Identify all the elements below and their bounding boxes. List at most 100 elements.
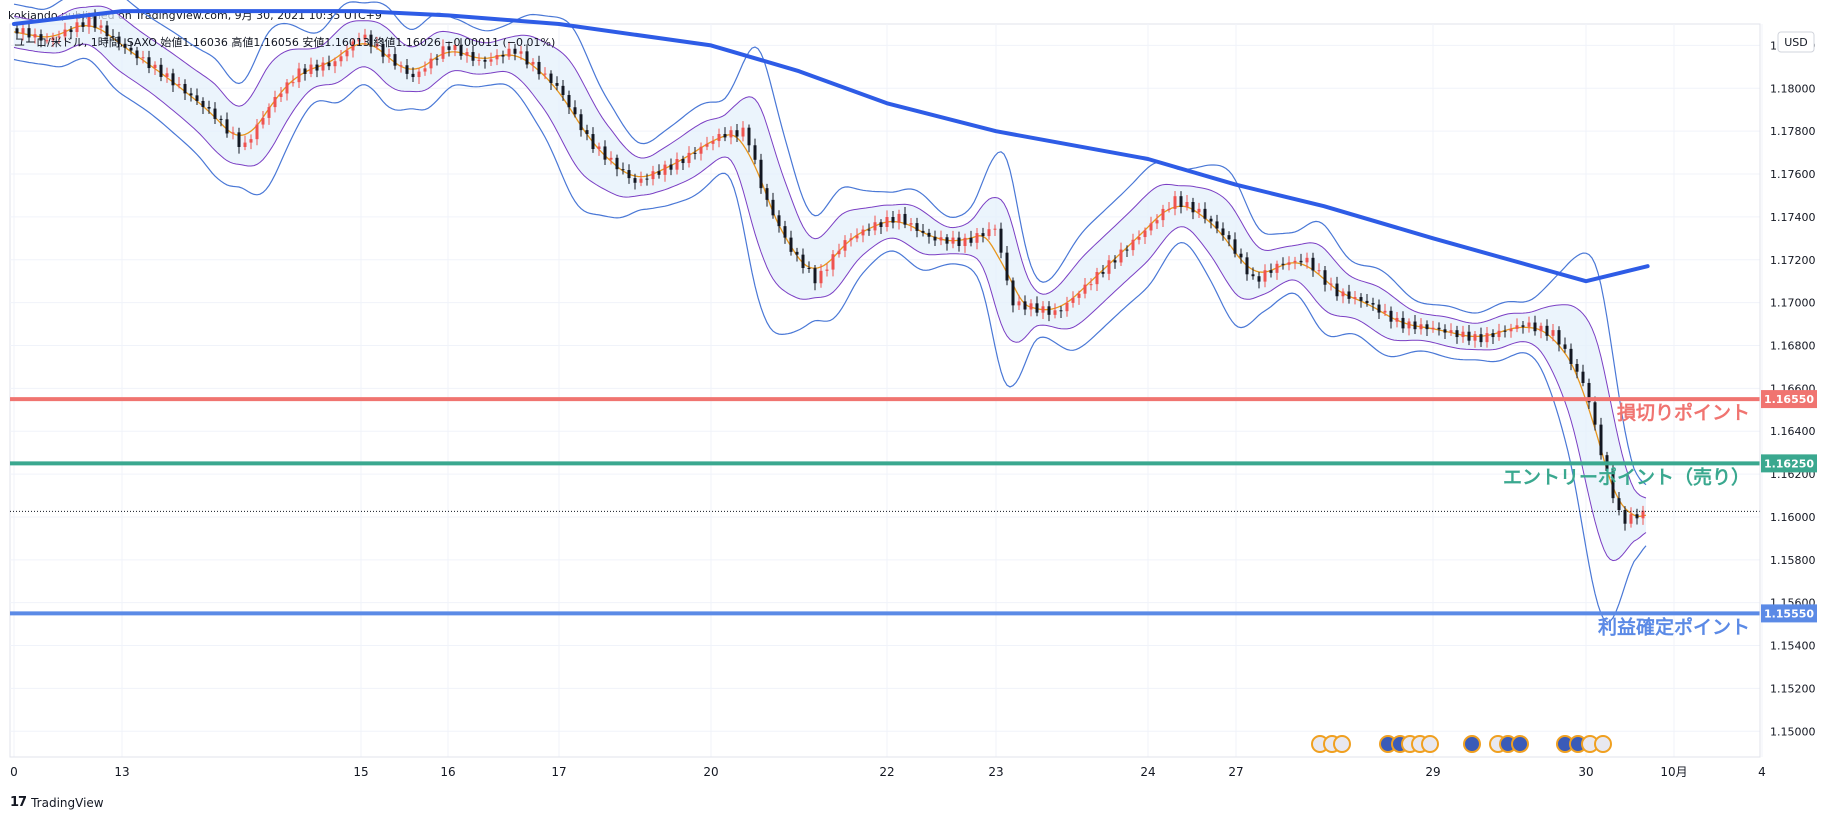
candle-body: [45, 40, 49, 42]
candle-body: [933, 236, 937, 241]
stop-price-tag: [1761, 390, 1817, 409]
candle-body: [309, 64, 313, 74]
candle-body: [291, 82, 295, 84]
footer-brand: TradingView: [31, 795, 104, 810]
candle-body: [111, 36, 115, 38]
candle-body: [27, 28, 31, 38]
plot-frame: [9, 23, 1761, 758]
x-tick-label: 23: [988, 765, 1003, 779]
candle-body: [1035, 303, 1039, 313]
candle-body: [363, 34, 367, 40]
candle-body: [759, 159, 763, 189]
candle-body: [273, 96, 277, 108]
event-flag-icon: [1594, 735, 1612, 753]
candle-body: [1341, 291, 1345, 297]
tradingview-logo[interactable]: 17 TradingView: [10, 795, 104, 810]
candle-body: [1215, 221, 1219, 229]
candle-body: [1251, 274, 1255, 277]
candle-body: [1365, 300, 1369, 304]
candle-body: [729, 130, 733, 138]
candle-body: [639, 178, 643, 183]
candle-body: [663, 164, 667, 175]
candle-body: [315, 64, 319, 71]
candle-body: [1371, 303, 1375, 305]
candle-body: [159, 64, 163, 77]
candle-body: [789, 237, 793, 252]
candle-body: [825, 269, 829, 271]
x-tick-label: 29: [1425, 765, 1440, 779]
candle-body: [603, 146, 607, 160]
candle-body: [1479, 334, 1483, 343]
candle-body: [1635, 514, 1639, 519]
candle-body: [987, 229, 991, 237]
x-tick-label: 10月: [1660, 765, 1687, 779]
candle-body: [633, 178, 637, 183]
entry-level-annotation: エントリーポイント（売り）: [1503, 465, 1750, 488]
candle-body: [387, 54, 391, 57]
candle-body: [795, 251, 799, 255]
candle-body: [1503, 330, 1507, 332]
candle-body: [189, 93, 193, 96]
candle-body: [465, 52, 469, 56]
event-flag-icon: [1421, 735, 1439, 753]
candle-body: [243, 142, 247, 147]
candle-body: [849, 238, 853, 241]
candle-body: [1425, 324, 1429, 330]
candle-body: [1401, 317, 1405, 329]
candle-body: [579, 114, 583, 131]
candle-body: [357, 39, 361, 42]
candle-body: [1509, 328, 1513, 332]
candle-body: [1203, 208, 1207, 219]
candle-body: [435, 58, 439, 60]
candle-body: [1299, 260, 1303, 263]
candle-body: [699, 146, 703, 154]
candle-body: [195, 95, 199, 101]
candle-body: [1407, 321, 1411, 329]
candle-body: [1569, 348, 1573, 364]
candle-body: [771, 199, 775, 216]
candle-body: [303, 68, 307, 74]
candle-body: [267, 107, 271, 118]
candle-body: [141, 57, 145, 59]
candle-body: [1527, 322, 1531, 327]
y-tick-label: 1.15400: [1770, 640, 1816, 653]
candle-body: [1485, 333, 1489, 343]
candle-body: [537, 61, 541, 75]
candle-body: [1137, 237, 1141, 240]
candle-body: [1551, 330, 1555, 336]
candle-body: [543, 73, 547, 75]
candle-body: [651, 171, 655, 180]
candle-body: [1011, 280, 1015, 306]
candle-body: [393, 54, 397, 66]
candle-body: [99, 25, 103, 28]
candle-body: [969, 237, 973, 243]
candle-body: [1641, 510, 1645, 519]
candle-body: [819, 270, 823, 284]
x-tick-label: 17: [551, 765, 566, 779]
candle-body: [1161, 208, 1165, 221]
y-tick-label: 1.17600: [1770, 168, 1816, 181]
bollinger-lower-2sigma: [13, 57, 1647, 623]
candle-body: [573, 107, 577, 115]
x-tick-label: 30: [1578, 765, 1593, 779]
candle-body: [621, 169, 625, 171]
candle-body: [519, 51, 523, 54]
candle-body: [1143, 230, 1147, 238]
candle-body: [1077, 293, 1081, 298]
candle-body: [1269, 270, 1273, 273]
candle-body: [219, 118, 223, 120]
entry-price-tag-label: 1.16250: [1764, 457, 1814, 470]
candle-body: [1089, 284, 1093, 286]
candle-body: [1131, 239, 1135, 251]
candle-body: [1599, 424, 1603, 456]
x-tick-label: 13: [114, 765, 129, 779]
candle-body: [1305, 257, 1309, 263]
candle-body: [51, 37, 55, 41]
currency-label: USD: [1784, 36, 1808, 49]
candle-body: [333, 61, 337, 67]
candle-body: [1557, 330, 1561, 345]
bollinger-upper-2sigma: [13, 0, 1647, 486]
candle-body: [1335, 283, 1339, 297]
bollinger-upper-1sigma: [13, 5, 1647, 499]
